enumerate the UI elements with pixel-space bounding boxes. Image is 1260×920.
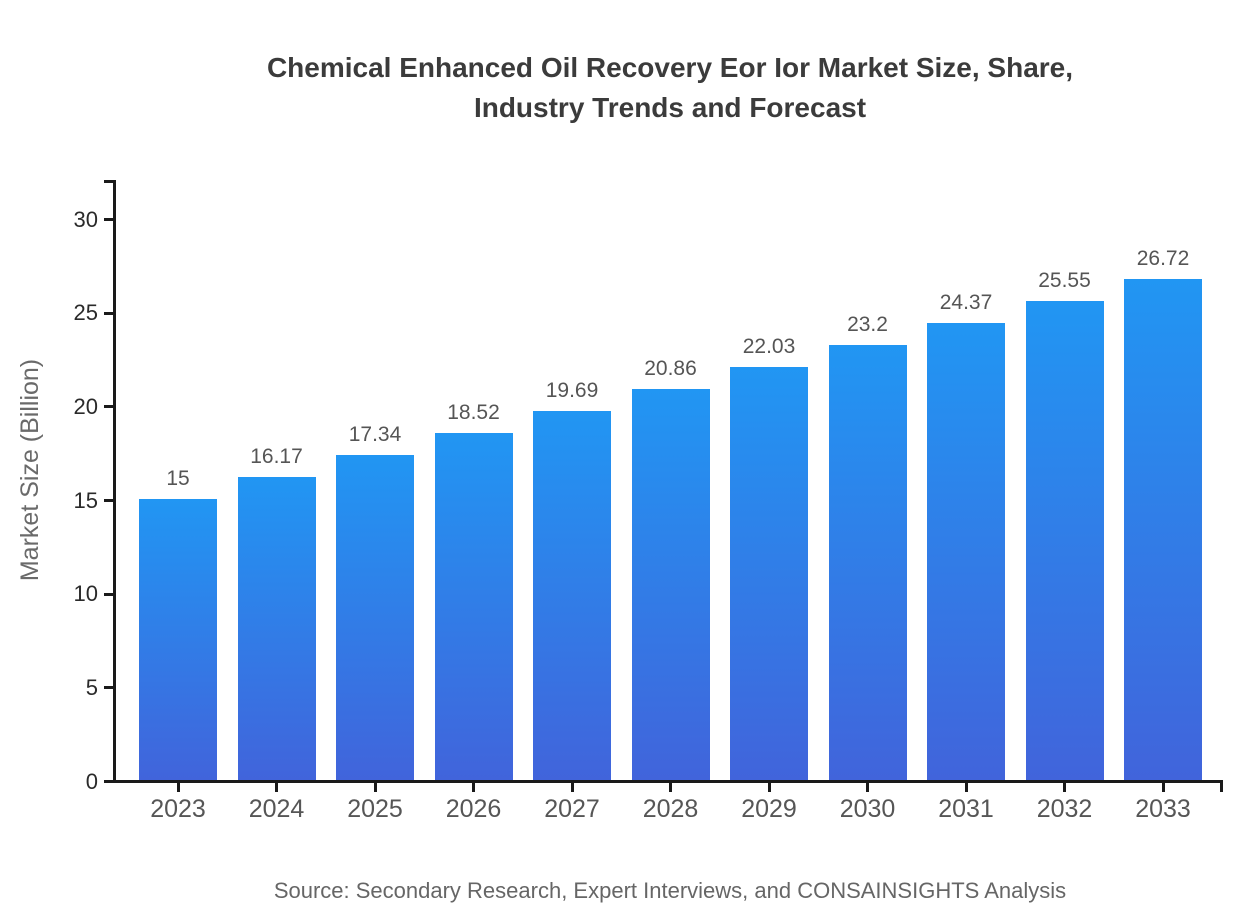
y-axis-tick: [104, 592, 113, 596]
bar-2032: [1025, 301, 1104, 780]
y-axis-tick: [104, 218, 113, 221]
x-axis-tick: [176, 783, 180, 792]
x-axis-tick-label: 2029: [741, 795, 797, 823]
y-axis-tick: [104, 405, 113, 409]
x-axis-tick: [1063, 783, 1066, 792]
bar-2026: [434, 433, 513, 780]
x-axis-tick: [1161, 783, 1165, 792]
bar-value-label: 20.86: [644, 357, 697, 381]
y-axis-line: [113, 180, 116, 783]
source-note: Source: Secondary Research, Expert Inter…: [273, 878, 1067, 903]
x-axis-tick-label: 2025: [347, 795, 403, 823]
bar-value-label: 15: [166, 467, 190, 490]
y-axis-tick: [104, 686, 113, 690]
bar-2030: [828, 345, 907, 780]
y-axis-tick: [104, 780, 113, 783]
bar-2024: [237, 477, 316, 780]
x-axis-tick-label: 2027: [544, 795, 600, 823]
x-axis-tick-label: 2026: [445, 795, 502, 823]
x-axis-tick-label: 2023: [150, 795, 206, 823]
bar-value-label: 22.03: [742, 335, 796, 359]
y-axis-tick-label: 5: [85, 674, 98, 700]
x-axis-line: [113, 780, 1223, 783]
bar-2031: [927, 323, 1005, 780]
y-axis-tick-label: 0: [85, 768, 98, 794]
x-axis-tick: [570, 783, 574, 792]
x-axis-end-cap: [1220, 780, 1223, 792]
x-axis-tick: [275, 783, 278, 792]
bar-value-label: 17.34: [348, 423, 402, 447]
x-axis-tick: [472, 783, 475, 792]
bar-value-label: 16.17: [250, 445, 303, 469]
bar-2025: [336, 455, 414, 780]
x-axis-tick: [373, 783, 377, 792]
y-axis-title: Market Size (Billion): [16, 358, 44, 582]
y-axis-tick: [104, 499, 113, 502]
x-axis-tick-label: 2033: [1135, 795, 1191, 823]
bar-2028: [631, 389, 710, 780]
y-axis-tick-label: 25: [73, 300, 98, 326]
y-axis-tick: [104, 311, 113, 315]
x-axis-tick-label: 2032: [1036, 795, 1093, 823]
bar-value-label: 18.52: [447, 401, 500, 425]
bar-value-label: 24.37: [939, 291, 993, 315]
x-axis-tick: [964, 783, 968, 792]
bar-2029: [730, 367, 808, 780]
x-axis-tick-label: 2028: [642, 795, 699, 823]
x-axis-tick-label: 2031: [938, 795, 994, 823]
bar-value-label: 23.2: [847, 313, 888, 337]
y-axis-tick-label: 15: [73, 487, 98, 513]
y-axis-tick-label: 30: [73, 206, 98, 232]
bar-2023: [139, 499, 217, 780]
bar-value-label: 19.69: [545, 379, 599, 403]
x-axis-tick: [669, 783, 672, 792]
chart-title: Chemical Enhanced Oil Recovery Eor Ior M…: [120, 48, 1220, 128]
bar-value-label: 26.72: [1136, 247, 1190, 271]
y-axis-tick-label: 20: [73, 393, 98, 419]
x-axis-tick-label: 2030: [839, 795, 896, 823]
chart-title-line1: Chemical Enhanced Oil Recovery Eor Ior M…: [266, 52, 1074, 83]
chart-title-line2: Industry Trends and Forecast: [473, 92, 867, 123]
bar-2027: [533, 411, 611, 780]
bar-2033: [1124, 279, 1202, 780]
x-axis-tick-label: 2024: [248, 795, 305, 823]
x-axis-tick: [866, 783, 869, 792]
x-axis-tick: [767, 783, 771, 792]
bar-value-label: 25.55: [1038, 269, 1091, 293]
y-axis-tick-label: 10: [73, 581, 98, 607]
y-axis-end-cap: [104, 180, 113, 183]
